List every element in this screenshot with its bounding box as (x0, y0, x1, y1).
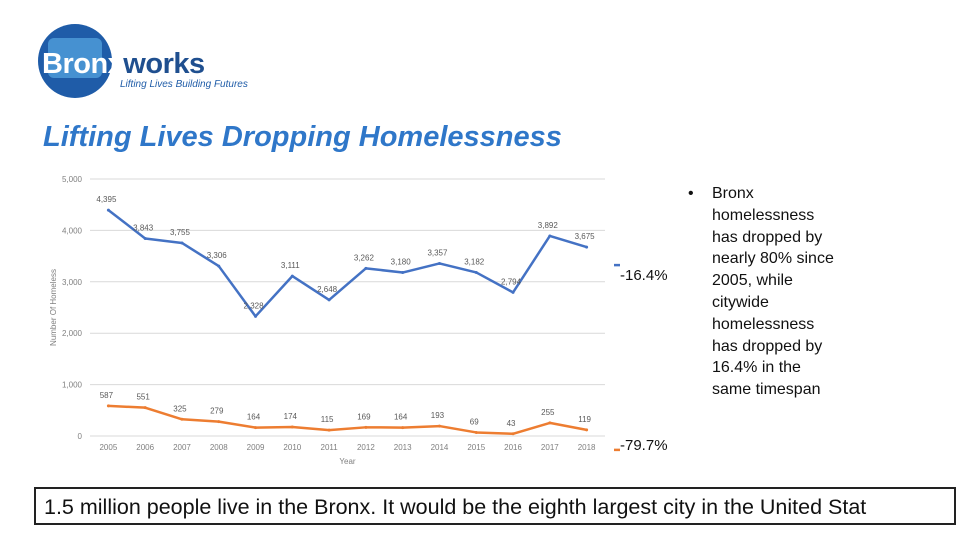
x-tick-label: 2007 (173, 443, 191, 452)
data-label-citywide: 3,755 (170, 228, 191, 237)
y-tick-label: 5,000 (62, 175, 83, 184)
logo-wordmark: Bronxworks (42, 48, 205, 80)
data-point-citywide (327, 298, 331, 302)
data-label-citywide: 3,357 (427, 248, 448, 257)
data-label-citywide: 2,794 (501, 277, 522, 286)
data-point-citywide (548, 234, 552, 238)
data-point-bronx (437, 424, 441, 428)
x-tick-label: 2005 (99, 443, 117, 452)
logo-tagline: Lifting Lives Building Futures (120, 79, 248, 90)
data-point-bronx (585, 428, 589, 432)
x-tick-label: 2014 (431, 443, 449, 452)
data-point-bronx (217, 420, 221, 424)
footer-fact-box: 1.5 million people live in the Bronx. It… (34, 487, 956, 525)
logo-emblem (38, 24, 112, 98)
data-point-citywide (217, 264, 221, 268)
data-point-bronx (401, 426, 405, 430)
x-tick-label: 2012 (357, 443, 375, 452)
x-axis-title: Year (339, 457, 356, 466)
x-tick-label: 2010 (283, 443, 301, 452)
data-label-bronx: 119 (578, 415, 591, 424)
data-label-citywide: 3,843 (133, 223, 154, 232)
slide-title: Lifting Lives Dropping Homelessness (43, 121, 562, 153)
x-tick-label: 2016 (504, 443, 522, 452)
y-tick-label: 0 (78, 432, 83, 441)
data-label-citywide: 2,648 (317, 285, 338, 294)
bullet-point: • Bronx homelessness has dropped by near… (688, 183, 838, 401)
data-label-bronx: 551 (136, 393, 150, 402)
x-tick-label: 2013 (394, 443, 412, 452)
data-point-citywide (437, 261, 441, 265)
series-line-citywide (107, 209, 587, 318)
x-tick-label: 2018 (578, 443, 596, 452)
data-label-bronx: 279 (210, 407, 224, 416)
data-label-citywide: 3,262 (354, 253, 375, 262)
data-label-citywide: 4,395 (96, 195, 117, 204)
data-label-citywide: 3,111 (281, 261, 300, 270)
y-tick-label: 1,000 (62, 381, 83, 390)
data-point-citywide (401, 271, 405, 275)
data-label-citywide: 3,182 (464, 257, 485, 266)
data-point-citywide (474, 270, 478, 274)
data-point-bronx (143, 406, 147, 410)
data-point-citywide (143, 236, 147, 240)
data-point-bronx (290, 425, 294, 429)
data-label-citywide: 3,306 (207, 251, 228, 260)
data-label-bronx: 164 (247, 413, 261, 422)
data-label-bronx: 164 (394, 413, 408, 422)
data-point-citywide (180, 241, 184, 245)
data-label-bronx: 255 (541, 408, 555, 417)
data-point-citywide (585, 245, 589, 249)
x-tick-label: 2006 (136, 443, 154, 452)
data-label-bronx: 174 (284, 412, 298, 421)
data-label-citywide: 3,180 (391, 258, 412, 267)
x-tick-label: 2017 (541, 443, 559, 452)
data-label-citywide: 3,675 (575, 232, 596, 241)
data-point-citywide (364, 266, 368, 270)
data-label-citywide: 3,892 (538, 221, 559, 230)
series-line-bronx (108, 404, 587, 436)
data-point-bronx (511, 432, 515, 436)
bronxworks-logo: Bronxworks Lifting Lives Building Future… (38, 22, 248, 102)
data-label-citywide: 2,328 (244, 301, 265, 310)
data-point-bronx (364, 425, 368, 429)
data-point-bronx (474, 430, 478, 434)
homelessness-line-chart: 0 1,000 2,000 3,000 4,000 5,000 2005 2006 2007 20… (49, 175, 620, 466)
x-tick-label: 2008 (210, 443, 228, 452)
y-axis-title: Number Of Homeless (49, 269, 58, 346)
x-tick-label: 2009 (247, 443, 265, 452)
data-point-bronx (254, 426, 258, 430)
y-tick-label: 2,000 (62, 329, 83, 338)
bullet-marker: • (688, 185, 694, 202)
data-label-bronx: 69 (470, 417, 479, 426)
data-point-bronx (180, 417, 184, 421)
data-label-bronx: 587 (100, 391, 114, 400)
bronx-change-label: -79.7% (620, 437, 668, 454)
data-label-bronx: 43 (507, 419, 516, 428)
data-point-bronx (548, 421, 552, 425)
y-tick-label: 4,000 (62, 226, 83, 235)
data-label-bronx: 325 (173, 404, 187, 413)
citywide-change-label: -16.4% (620, 267, 668, 284)
y-tick-label: 3,000 (62, 278, 83, 287)
data-point-bronx (106, 404, 110, 408)
x-tick-label: 2011 (321, 443, 339, 452)
data-label-bronx: 169 (357, 412, 371, 421)
data-point-citywide (511, 290, 515, 294)
data-point-bronx (327, 428, 331, 432)
data-point-citywide (254, 314, 258, 318)
data-label-bronx: 115 (321, 415, 334, 424)
data-label-bronx: 193 (431, 411, 445, 420)
data-point-citywide (106, 208, 110, 212)
bullet-text: Bronx homelessness has dropped by nearly… (712, 185, 834, 399)
data-point-citywide (290, 274, 294, 278)
x-tick-label: 2015 (467, 443, 485, 452)
